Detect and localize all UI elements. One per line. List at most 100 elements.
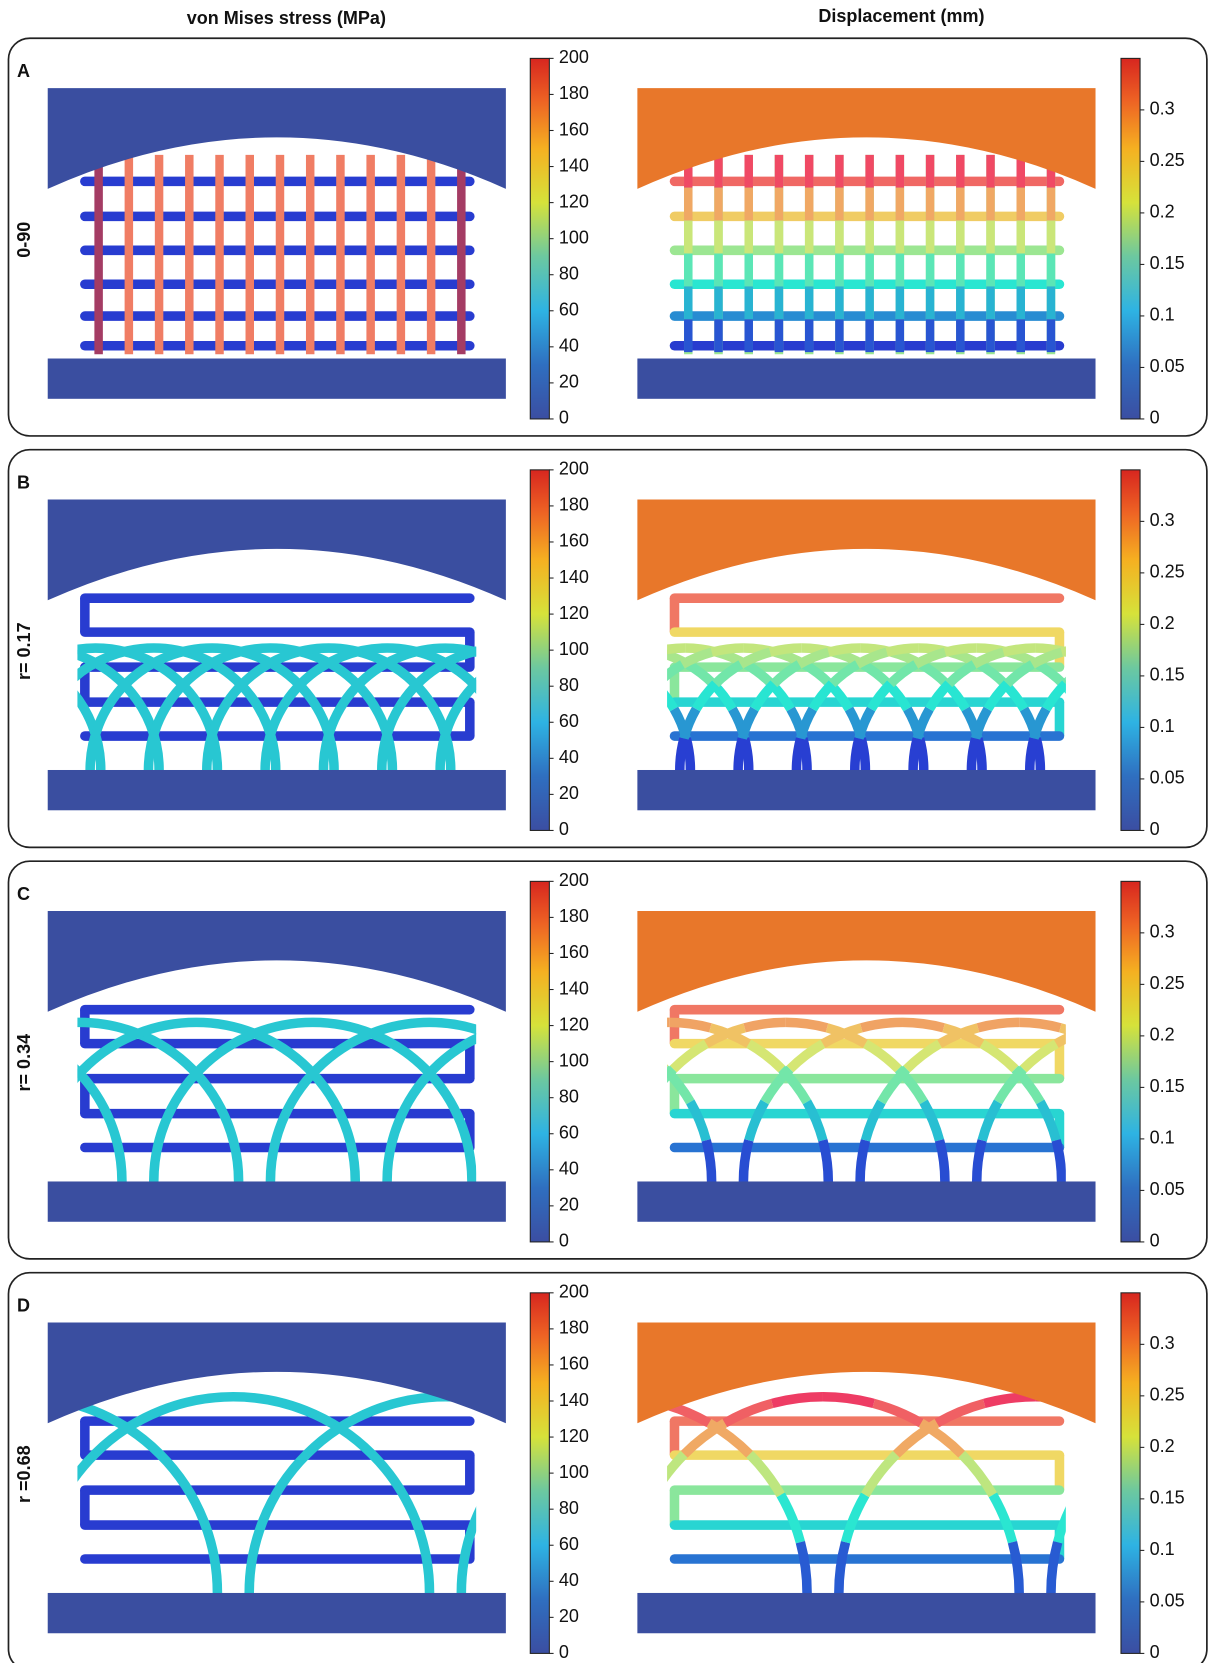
arc-strut (993, 1495, 1013, 1542)
arc-strut (579, 684, 598, 709)
arc-strut (745, 1022, 786, 1027)
colorbar-tick-label: 0.05 (1150, 1591, 1185, 1611)
arc-strut (829, 648, 861, 652)
colorbar-tick-label: 60 (559, 1534, 579, 1554)
arc-strut (896, 1423, 937, 1454)
arc-strut (1062, 648, 1094, 652)
colorbar (1121, 470, 1140, 831)
arc-strut (669, 1022, 710, 1027)
panel-label: B (17, 472, 30, 492)
arc-strut (924, 1102, 940, 1140)
colorbar-tick-label: 20 (559, 1606, 579, 1626)
colorbar-tick-label: 0.1 (1150, 1539, 1175, 1559)
colorbar (530, 470, 549, 831)
colorbar (1121, 1293, 1140, 1654)
colorbar-tick-label: 120 (559, 603, 589, 623)
arc-strut (743, 1140, 748, 1181)
arc-strut (1180, 684, 1199, 709)
arc-strut (1096, 664, 1121, 683)
arc-strut (1019, 1022, 1060, 1027)
colorbar-tick-label: 180 (559, 1318, 589, 1338)
arc-strut (823, 1140, 828, 1181)
arc-strut (1183, 652, 1209, 664)
colorbar-tick-label: 0.25 (1150, 150, 1185, 170)
colorbar-tick-label: 0.2 (1150, 1436, 1175, 1456)
colorbar-tick-label: 0.3 (1150, 1333, 1175, 1353)
arc-strut (472, 1423, 513, 1454)
top-plate (637, 911, 1095, 1012)
colorbar-tick-label: 0 (1150, 1642, 1160, 1662)
arc-strut (860, 1140, 865, 1181)
colorbar-tick-label: 100 (559, 227, 589, 247)
colorbar-tick-label: 0 (559, 408, 569, 428)
colorbar-tick-label: 0 (559, 1642, 569, 1662)
arc-strut (654, 648, 686, 652)
colorbar-tick-label: 80 (559, 1498, 579, 1518)
colorbar-tick-label: 40 (559, 1570, 579, 1590)
arc-strut (738, 738, 742, 770)
arc-strut (866, 1102, 882, 1140)
arc-strut (1004, 648, 1036, 652)
colorbar-tick-label: 200 (559, 870, 589, 890)
arc-strut (1012, 1542, 1019, 1593)
arc-strut (632, 1044, 665, 1069)
colorbar-tick-label: 140 (559, 1390, 589, 1410)
arc-strut (627, 648, 659, 652)
arc-strut (1063, 684, 1082, 709)
colorbar-tick-label: 80 (559, 263, 579, 283)
arc-strut (595, 648, 627, 652)
arc-strut (1040, 1102, 1056, 1140)
colorbar-tick-label: 100 (559, 639, 589, 659)
lattice (85, 155, 470, 354)
arc-strut (1030, 738, 1034, 770)
arc-strut (624, 652, 653, 664)
arc-strut (1093, 648, 1125, 652)
colorbar (530, 881, 549, 1242)
bottom-plate (637, 1593, 1095, 1633)
arc-strut (1051, 1542, 1058, 1593)
arc-strut (800, 1542, 807, 1593)
top-plate (48, 1323, 506, 1424)
arc-strut (594, 1028, 632, 1044)
row-label: r= 0.17 (14, 622, 34, 680)
bottom-plate (48, 1593, 506, 1633)
arc-strut (749, 1102, 765, 1140)
top-plate (48, 500, 506, 601)
arc-strut (590, 1028, 628, 1044)
simulation-view (637, 88, 1095, 399)
colorbar-tick-label: 160 (559, 942, 589, 962)
colorbar-tick-label: 180 (559, 495, 589, 515)
colorbar-tick-label: 60 (559, 711, 579, 731)
colorbar-tick-label: 0 (559, 1231, 569, 1251)
colorbar-tick-label: 0.2 (1150, 1025, 1175, 1045)
lattice (674, 155, 1059, 354)
arc-strut (628, 1022, 669, 1027)
arc-strut (1058, 1495, 1078, 1542)
colorbar-tick-label: 180 (559, 906, 589, 926)
top-plate (637, 500, 1095, 601)
arc-strut (977, 1140, 982, 1181)
bottom-plate (637, 359, 1095, 399)
colorbar (530, 1293, 549, 1654)
arc-strut (903, 1022, 944, 1027)
arc-strut (786, 1022, 827, 1027)
colorbar-tick-label: 40 (559, 336, 579, 356)
column-header: von Mises stress (MPa) (187, 8, 386, 28)
colorbar-tick-label: 160 (559, 119, 589, 139)
arc-strut (839, 1542, 846, 1593)
colorbar-tick-label: 20 (559, 783, 579, 803)
colorbar-tick-label: 0.25 (1150, 1385, 1185, 1405)
colorbar-tick-label: 0.2 (1150, 613, 1175, 633)
colorbar-tick-label: 0 (559, 819, 569, 839)
arc-strut (945, 648, 977, 652)
arc-strut (1153, 738, 1157, 770)
arc-strut (913, 738, 917, 770)
arc-strut (621, 738, 625, 770)
panel-label: C (17, 884, 30, 904)
arc-strut (516, 1102, 532, 1140)
top-plate (48, 911, 506, 1012)
arc-strut (629, 664, 654, 683)
colorbar-tick-label: 0.15 (1150, 1488, 1185, 1508)
arc-strut (627, 1542, 634, 1593)
arc-strut (823, 1397, 874, 1404)
